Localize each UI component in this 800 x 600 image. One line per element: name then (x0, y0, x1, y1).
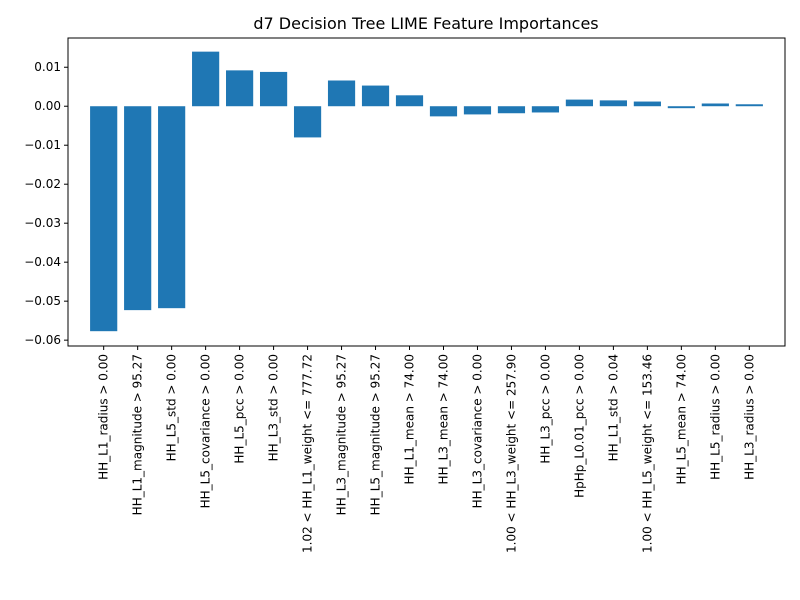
bar-15 (565, 99, 594, 107)
bar-19 (701, 103, 729, 107)
y-tick-label: −0.04 (24, 255, 61, 269)
x-tick-label: HH_L5_pcc > 0.00 (233, 354, 247, 464)
bar-20 (735, 104, 763, 107)
bars-group (90, 51, 763, 332)
x-tick-label: HH_L3_mean > 74.00 (436, 354, 450, 484)
x-tick-label: HH_L3_magnitude > 95.27 (335, 354, 349, 515)
x-tick-label: HH_L1_magnitude > 95.27 (131, 354, 145, 515)
x-tick-label: HH_L3_pcc > 0.00 (538, 354, 552, 464)
bar-4 (192, 51, 220, 107)
y-tick-label: −0.03 (24, 216, 61, 230)
bar-9 (361, 85, 390, 107)
bar-2 (124, 106, 152, 311)
bar-16 (599, 100, 627, 107)
x-tick-label: HH_L5_magnitude > 95.27 (369, 354, 383, 515)
bar-8 (327, 80, 356, 107)
y-tick-label: 0.00 (34, 99, 61, 113)
bar-14 (531, 106, 560, 113)
y-tick-label: 0.01 (34, 60, 61, 74)
bar-18 (667, 106, 695, 109)
x-tick-label: HH_L1_std > 0.04 (606, 354, 620, 461)
bar-3 (158, 106, 186, 309)
x-tick-label: 1.00 < HH_L5_weight <= 153.46 (640, 354, 654, 553)
x-tick-label: HH_L5_covariance > 0.00 (199, 354, 213, 508)
bar-7 (293, 106, 322, 138)
x-tick-label: HH_L5_mean > 74.00 (674, 354, 688, 484)
x-axis: HH_L1_radius > 0.00 HH_L1_magnitude > 95.… (97, 346, 756, 553)
y-tick-label: −0.01 (24, 138, 61, 152)
bar-17 (633, 101, 661, 107)
y-axis: 0.01 0.00 −0.01 −0.02 −0.03 −0.04 −0.05 −0.06 (24, 60, 68, 347)
y-tick-label: −0.02 (24, 177, 61, 191)
x-tick-label: 1.00 < HH_L3_weight <= 257.90 (504, 354, 518, 553)
bar-5 (226, 70, 254, 107)
bar-6 (259, 71, 288, 107)
bar-11 (429, 106, 458, 117)
y-tick-label: −0.05 (24, 294, 61, 308)
x-tick-label: HH_L3_std > 0.00 (267, 354, 281, 461)
y-tick-label: −0.06 (24, 333, 61, 347)
bar-10 (395, 95, 424, 107)
x-tick-label: HH_L3_covariance > 0.00 (470, 354, 484, 508)
x-tick-label: HH_L1_radius > 0.00 (97, 354, 111, 480)
x-tick-label: HH_L3_radius > 0.00 (742, 354, 756, 480)
bar-1 (90, 106, 118, 332)
x-tick-label: HpHp_L0.01_pcc > 0.00 (572, 354, 586, 498)
chart-title: d7 Decision Tree LIME Feature Importance… (253, 14, 598, 33)
x-tick-label: HH_L1_mean > 74.00 (403, 354, 417, 484)
x-tick-label: HH_L5_radius > 0.00 (708, 354, 722, 480)
plot-frame (67, 37, 786, 347)
bar-13 (497, 106, 526, 114)
x-tick-label: HH_L5_std > 0.00 (165, 354, 179, 461)
x-tick-label: 1.02 < HH_L1_weight <= 777.72 (301, 354, 315, 553)
bar-12 (463, 106, 492, 115)
